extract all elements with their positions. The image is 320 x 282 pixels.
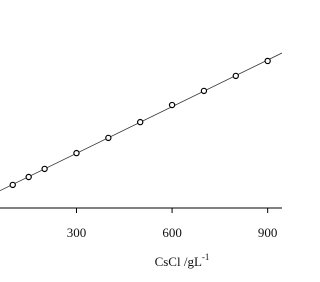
data-point [264, 57, 271, 65]
data-point [9, 181, 16, 189]
data-point [168, 101, 176, 109]
data-point [41, 165, 48, 173]
data-point [137, 118, 144, 126]
x-tick-label: 600 [162, 225, 182, 240]
x-axis-label-main: CsCl /gL [155, 254, 202, 269]
data-point [73, 149, 80, 157]
x-tick-label: 900 [258, 225, 278, 240]
x-axis-label: CsCl /gL-1 [155, 252, 210, 269]
data-point [200, 87, 208, 95]
chart: CsCl /gL-1 300 600 900 [0, 52, 282, 269]
data-point [232, 72, 239, 80]
x-tick-label: 300 [67, 225, 87, 240]
x-axis-label-sup: -1 [202, 252, 210, 262]
data-point [105, 134, 112, 142]
data-point [25, 173, 32, 181]
